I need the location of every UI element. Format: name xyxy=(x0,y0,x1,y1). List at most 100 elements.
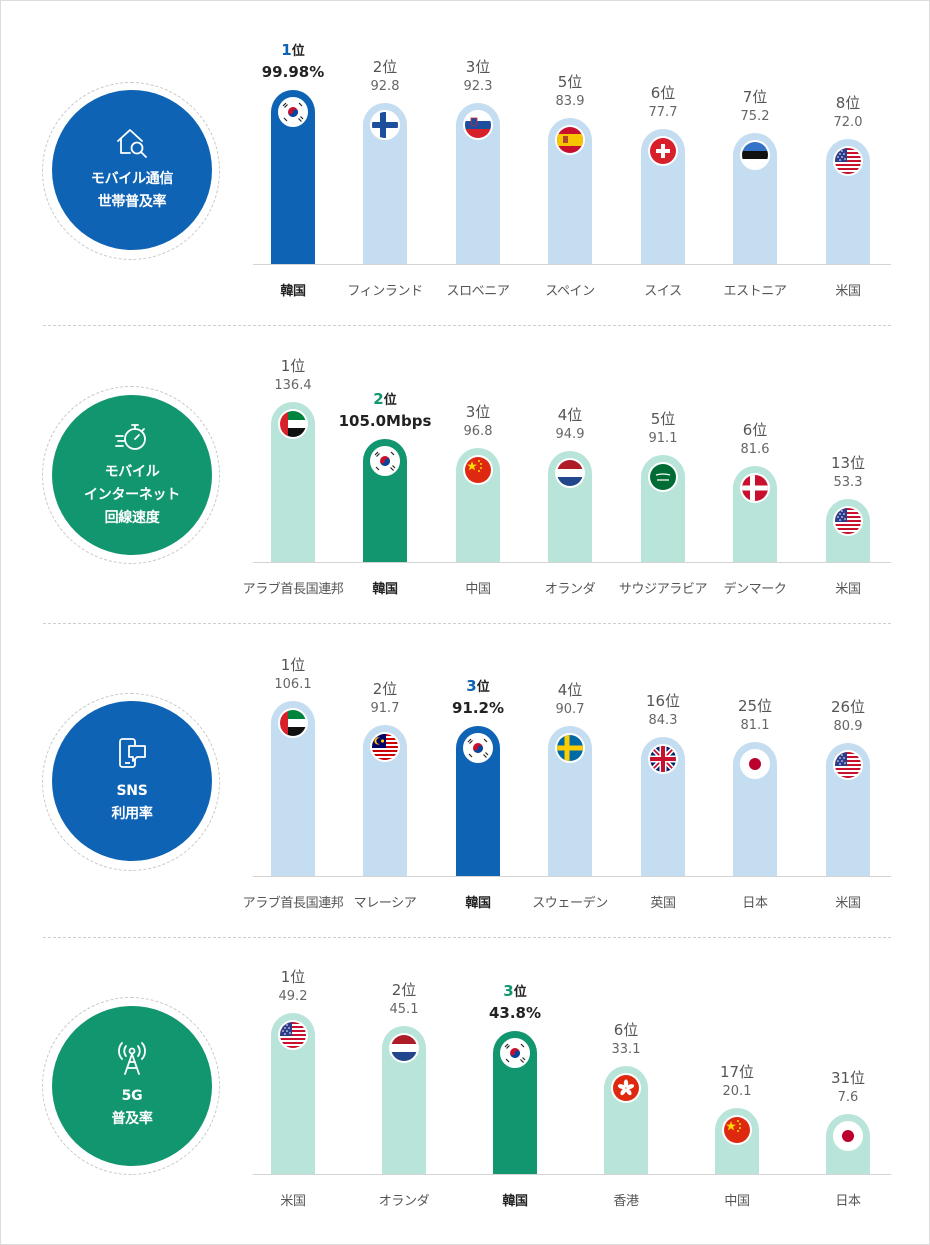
chart-baseline xyxy=(253,1174,891,1175)
category-title: モバイル インターネット 回線速度 xyxy=(84,463,180,526)
category-circle: モバイル通信 世帯普及率 xyxy=(52,90,212,250)
x-category-label: 韓国 xyxy=(465,896,491,911)
rank-suffix: 位 xyxy=(567,406,583,424)
value-label: 49.2 xyxy=(278,989,308,1004)
value-label: 53.3 xyxy=(833,475,863,490)
rank-label: 6位 xyxy=(586,1019,666,1040)
category-title: モバイル通信 世帯普及率 xyxy=(90,171,174,210)
house-search-icon xyxy=(115,126,149,168)
category-title: SNS 利用率 xyxy=(111,783,153,822)
rank-suffix: 位 xyxy=(567,73,583,91)
antenna-tower-icon xyxy=(114,1041,150,1085)
value-label: 81.6 xyxy=(740,442,770,457)
rank-number: 4 xyxy=(557,406,568,424)
rank-label: 26位 xyxy=(808,696,888,717)
category-circle: モバイル インターネット 回線速度 xyxy=(52,395,212,555)
flag-cn-icon xyxy=(463,455,493,485)
flag-hk-icon xyxy=(611,1073,641,1103)
rank-label: 4位 xyxy=(530,679,610,700)
rank-label: 25位 xyxy=(715,695,795,716)
flag-kr-icon xyxy=(463,733,493,763)
flag-kr-icon xyxy=(370,446,400,476)
value-label: 43.8% xyxy=(488,1004,542,1022)
category-title: 5G 普及率 xyxy=(111,1088,153,1127)
rank-label: 2位 xyxy=(345,56,425,77)
flag-ae-icon xyxy=(278,708,308,738)
flag-se-icon xyxy=(555,733,585,763)
rank-label: 8位 xyxy=(808,92,888,113)
value-label: 7.6 xyxy=(837,1090,859,1105)
rank-label: 2位 xyxy=(345,678,425,699)
x-category-label: 日本 xyxy=(835,1194,861,1209)
value-label: 96.8 xyxy=(463,424,493,439)
rank-label: 7位 xyxy=(715,86,795,107)
rank-suffix: 位 xyxy=(752,88,768,106)
rank-suffix: 位 xyxy=(475,58,491,76)
value-label: 75.2 xyxy=(740,109,770,124)
flag-nl-icon xyxy=(389,1033,419,1063)
x-category-label: 韓国 xyxy=(280,284,306,299)
flag-nl-icon xyxy=(555,458,585,488)
x-category-label: スウェーデン xyxy=(532,896,608,911)
rank-suffix: 位 xyxy=(290,968,306,986)
stopwatch-speed-icon xyxy=(114,421,150,461)
rank-number: 2 xyxy=(373,390,384,408)
flag-es-icon xyxy=(555,125,585,155)
rank-label: 1位 xyxy=(253,966,333,987)
x-category-label: サウジアラビア xyxy=(618,582,708,597)
flag-my-icon xyxy=(370,732,400,762)
rank-number: 3 xyxy=(465,403,476,421)
flag-jp-icon xyxy=(833,1121,863,1151)
flag-ch-icon xyxy=(648,136,678,166)
flag-ae-icon xyxy=(278,409,308,439)
x-category-label: アラブ首長国連邦 xyxy=(242,896,344,911)
rank-suffix: 位 xyxy=(401,981,417,999)
rank-number: 3 xyxy=(465,58,476,76)
x-category-label: スペイン xyxy=(545,284,595,299)
category-circle: SNS 利用率 xyxy=(52,701,212,861)
value-label: 83.9 xyxy=(555,94,585,109)
x-category-label: 米国 xyxy=(835,896,861,911)
rank-label: 3位 xyxy=(438,676,518,695)
rank-suffix: 位 xyxy=(290,656,306,674)
rank-suffix: 位 xyxy=(383,393,397,408)
rank-label: 6位 xyxy=(715,419,795,440)
rank-suffix: 位 xyxy=(845,94,861,112)
mobile-chat-icon xyxy=(115,736,149,780)
rank-suffix: 位 xyxy=(476,680,490,695)
rank-label: 1位 xyxy=(253,355,333,376)
x-category-label: スロベニア xyxy=(446,284,510,299)
rank-number: 5 xyxy=(650,410,661,428)
x-category-label: 米国 xyxy=(835,284,861,299)
flag-us-icon xyxy=(833,750,863,780)
rank-number: 6 xyxy=(613,1021,624,1039)
x-category-label: スイス xyxy=(644,284,682,299)
value-label: 33.1 xyxy=(611,1042,641,1057)
x-category-label: エストニア xyxy=(723,284,787,299)
rank-suffix: 位 xyxy=(850,698,866,716)
rank-suffix: 位 xyxy=(382,680,398,698)
rank-number: 6 xyxy=(742,421,753,439)
category-circle: 5G 普及率 xyxy=(52,1006,212,1166)
chart-baseline xyxy=(253,562,891,563)
value-label: 72.0 xyxy=(833,115,863,130)
rank-label: 3位 xyxy=(438,401,518,422)
value-label: 20.1 xyxy=(722,1084,752,1099)
value-label: 91.1 xyxy=(648,431,678,446)
rank-number: 3 xyxy=(466,677,477,695)
x-category-label: 英国 xyxy=(650,896,676,911)
flag-jp-icon xyxy=(740,749,770,779)
flag-us-icon xyxy=(833,146,863,176)
flag-si-icon xyxy=(463,110,493,140)
rank-label: 17位 xyxy=(697,1061,777,1082)
x-category-label: デンマーク xyxy=(723,582,787,597)
flag-kr-icon xyxy=(278,97,308,127)
rank-number: 1 xyxy=(280,656,291,674)
flag-us-icon xyxy=(278,1020,308,1050)
section-divider xyxy=(43,325,891,326)
value-label: 77.7 xyxy=(648,105,678,120)
rank-number: 16 xyxy=(645,692,666,710)
x-category-label: オランダ xyxy=(544,582,596,597)
rank-number: 2 xyxy=(372,58,383,76)
